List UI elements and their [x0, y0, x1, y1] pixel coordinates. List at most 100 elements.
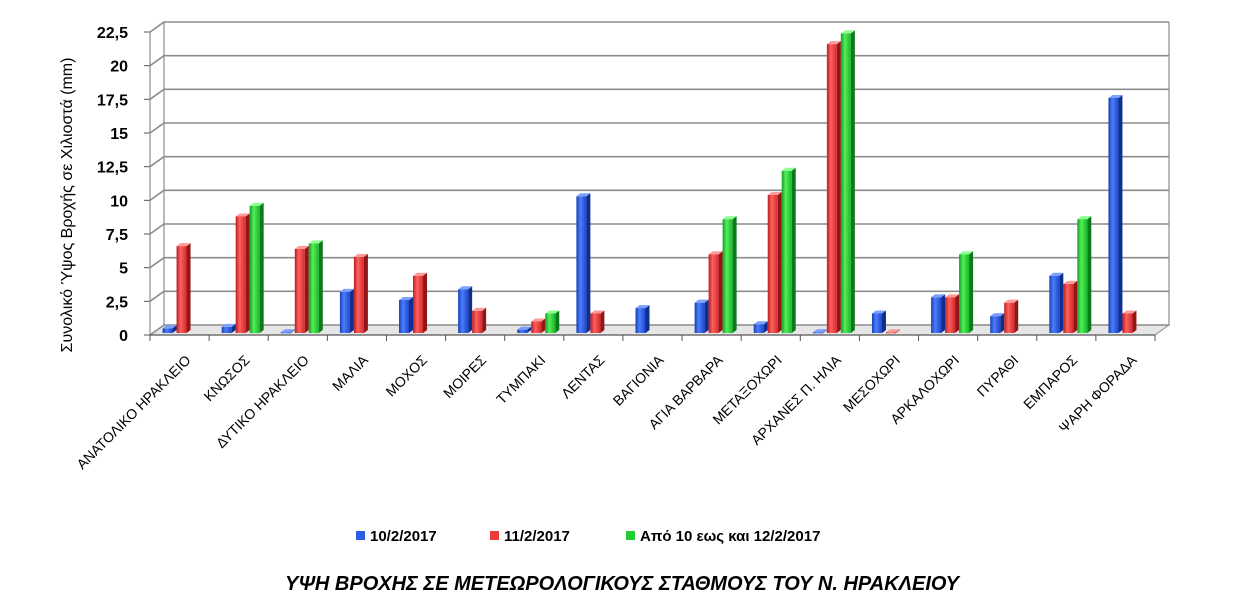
- bar-side: [318, 240, 323, 333]
- bar-top: [1049, 272, 1064, 276]
- y-tick-label: 17,5: [97, 92, 128, 109]
- bar-top: [576, 193, 591, 197]
- bar-front: [767, 194, 778, 333]
- y-tick-label: 7,5: [106, 227, 128, 244]
- bar-side: [836, 41, 841, 334]
- bar-side: [468, 286, 473, 333]
- bar-front: [990, 316, 1001, 333]
- bar-top: [249, 202, 264, 206]
- bar-top: [339, 288, 354, 292]
- bar-top: [945, 294, 960, 298]
- bar-side: [1132, 310, 1137, 333]
- legend: 10/2/2017 11/2/2017 Από 10 εως και 12/2/20…: [356, 528, 820, 545]
- bar-top: [1004, 299, 1019, 303]
- bar-top: [722, 216, 737, 220]
- bar-front: [931, 297, 942, 333]
- bar: [635, 305, 650, 333]
- bar: [339, 288, 354, 333]
- bar-front: [249, 205, 260, 333]
- y-tick-label: 20: [110, 59, 128, 76]
- bar-top: [840, 30, 855, 34]
- bar-side: [304, 245, 309, 333]
- bar: [458, 286, 473, 333]
- legend-item: 11/2/2017: [490, 528, 570, 545]
- bar-top: [959, 251, 974, 255]
- bar-side: [259, 202, 264, 333]
- x-tick-label: ΛΕΝΤΑΣ: [558, 352, 608, 402]
- bar-side: [881, 310, 886, 333]
- bar-front: [722, 219, 733, 333]
- bar-top: [931, 294, 946, 298]
- y-tick-label: 15: [110, 126, 128, 143]
- bar-side: [791, 167, 796, 333]
- bar-front: [694, 302, 705, 333]
- bar-front: [812, 332, 823, 334]
- bar: [162, 325, 177, 333]
- legend-item: 10/2/2017: [356, 528, 437, 545]
- bar: [517, 326, 532, 333]
- x-tick-label: ΠΥΡΑΘΙ: [974, 352, 1022, 400]
- bar-front: [590, 313, 601, 333]
- bar-side: [732, 216, 737, 333]
- bar-front: [959, 254, 970, 333]
- bar-side: [541, 318, 546, 333]
- bar-side: [895, 329, 900, 333]
- x-tick-label: ΜΑΛΙΑ: [329, 351, 372, 394]
- bar-top: [1108, 94, 1123, 98]
- legend-label: 11/2/2017: [504, 528, 570, 545]
- bar-front: [753, 324, 764, 333]
- bar-side: [186, 243, 191, 333]
- x-tick-label: ΜΟΧΟΣ: [382, 352, 430, 400]
- bar-side: [555, 310, 560, 333]
- legend-label: Από 10 εως και 12/2/2017: [640, 528, 820, 545]
- bar-front: [294, 248, 305, 333]
- bar-top: [531, 318, 546, 322]
- bar-top: [413, 272, 428, 276]
- bar-top: [826, 41, 841, 45]
- bar-front: [885, 332, 896, 334]
- bar-side: [704, 299, 709, 333]
- bar-top: [1063, 280, 1078, 284]
- bar-top: [885, 329, 900, 333]
- bar: [826, 41, 841, 334]
- bar-top: [458, 286, 473, 290]
- x-tick-label: ΑΝΑΤΟΛΙΚΟ ΗΡΑΚΛΕΙΟ: [73, 352, 193, 472]
- bar: [294, 245, 309, 333]
- bar-side: [955, 294, 960, 333]
- bar-side: [645, 305, 650, 333]
- chart-title: ΥΨΗ ΒΡΟΧΗΣ ΣΕ ΜΕΤΕΩΡΟΛΟΓΙΚΟΥΣ ΣΤΑΘΜΟΥΣ Τ…: [285, 573, 961, 595]
- bar-front: [458, 289, 469, 333]
- bar-top: [753, 321, 768, 325]
- bar-front: [472, 310, 483, 333]
- y-tick-label: 22,5: [97, 25, 128, 42]
- bar-front: [1049, 275, 1060, 333]
- bar: [781, 167, 796, 333]
- bar: [353, 253, 368, 333]
- bar: [249, 202, 264, 333]
- bar: [176, 243, 191, 333]
- bar-side: [969, 251, 974, 333]
- bar-front: [945, 297, 956, 333]
- bar-top: [708, 251, 723, 255]
- y-tick-label: 5: [119, 261, 128, 278]
- bar-side: [941, 294, 946, 333]
- bar-side: [777, 191, 782, 333]
- bar-side: [409, 296, 414, 333]
- bar: [871, 310, 886, 333]
- bars: [162, 30, 1137, 334]
- bar-front: [399, 299, 410, 333]
- bar: [1108, 94, 1123, 333]
- bar-side: [1073, 280, 1078, 333]
- x-tick-label: ΕΜΠΑΡΟΣ: [1020, 352, 1081, 413]
- bar-top: [176, 243, 191, 247]
- bar-top: [221, 323, 236, 327]
- bar: [280, 329, 295, 334]
- bar-top: [545, 310, 560, 314]
- x-tick-label: ΜΟΙΡΕΣ: [440, 352, 490, 402]
- bar-top: [812, 329, 827, 333]
- bar-side: [822, 329, 827, 333]
- bar-front: [413, 275, 424, 333]
- bar-top: [871, 310, 886, 314]
